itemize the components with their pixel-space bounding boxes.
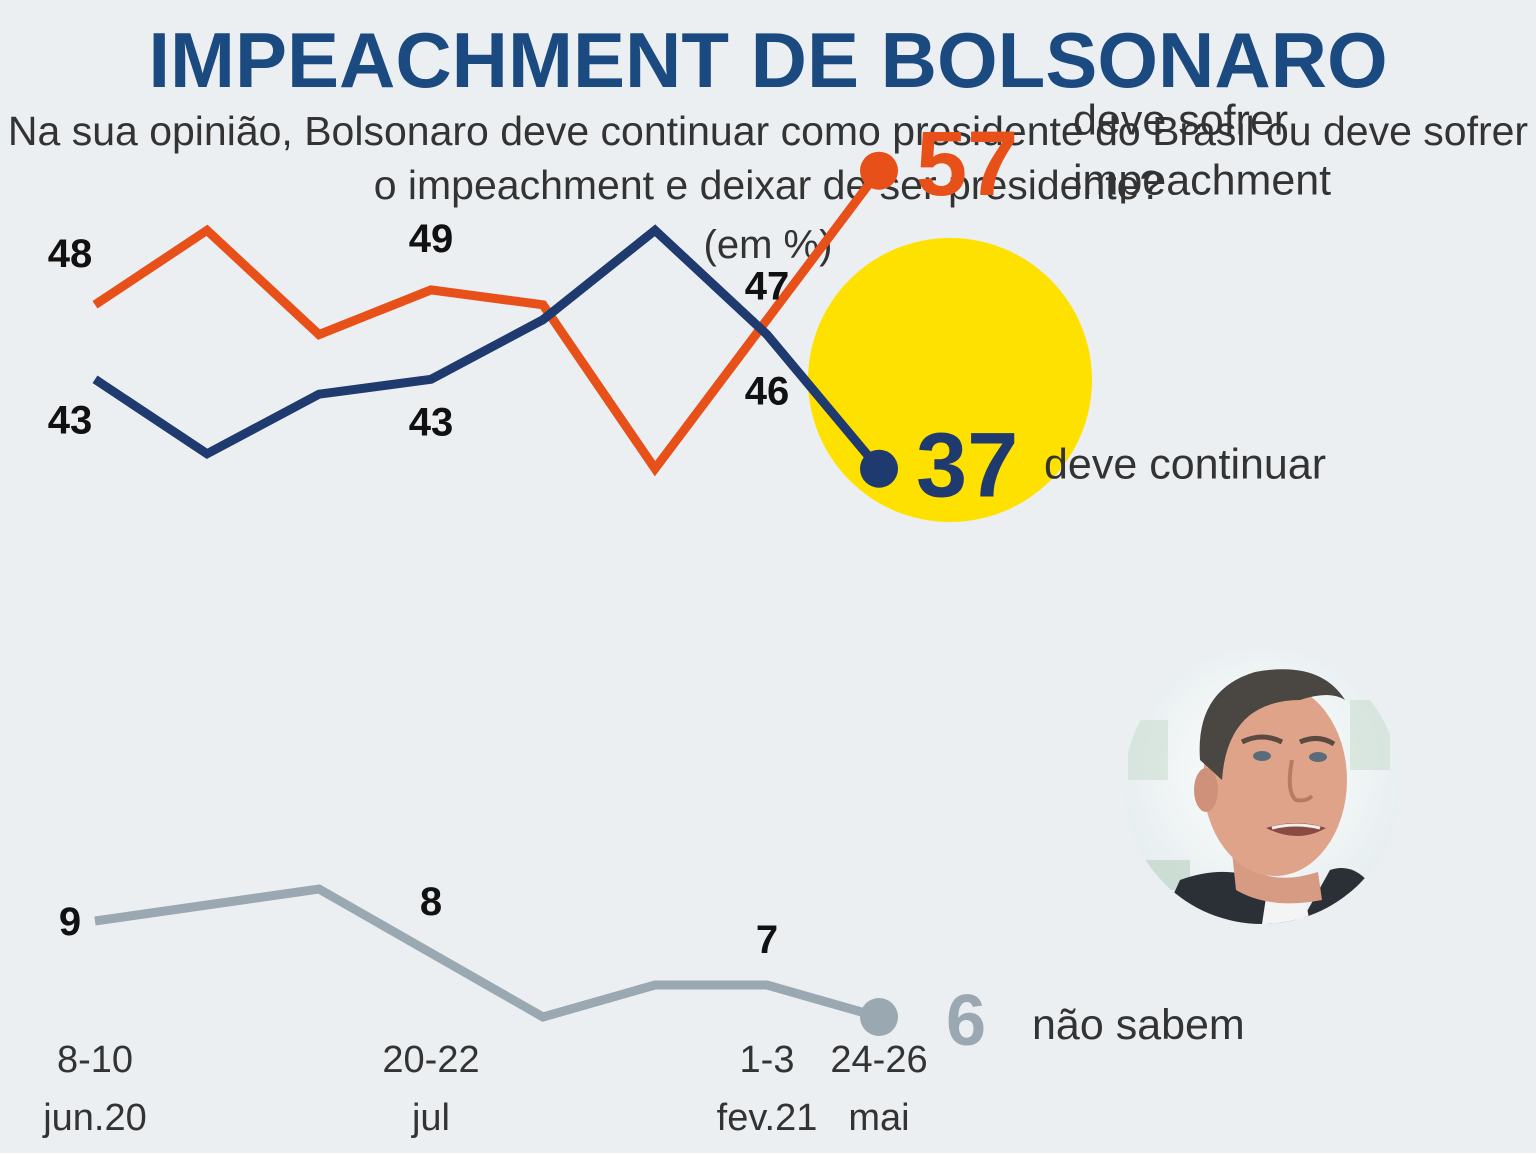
data-label-nao_sabem: 9 — [59, 900, 81, 944]
series-line-nao_sabem — [94, 884, 881, 1022]
chart-title: IMPEACHMENT DE BOLSONARO — [148, 16, 1388, 104]
data-label-impeachment: 48 — [48, 232, 93, 276]
bolsonaro-photo — [1124, 648, 1400, 924]
x-tick-label: 8-10 — [57, 1039, 133, 1081]
data-label-impeachment: 47 — [745, 265, 790, 309]
x-tick-label: 1-3 — [740, 1039, 795, 1081]
x-tick-label: 24-26 — [830, 1039, 927, 1081]
final-value-impeachment: 57 — [916, 113, 1018, 215]
data-label-continuar: 46 — [745, 370, 790, 414]
x-tick-label: 20-22 — [382, 1039, 479, 1081]
series-name-impeachment: deve sofrer — [1073, 97, 1288, 145]
chart-subtitle: Na sua opinião, Bolsonaro deve continuar… — [7, 108, 1529, 208]
series-name-impeachment-line2: impeachment — [1073, 157, 1331, 205]
x-tick-label-line2: jun.20 — [42, 1097, 147, 1139]
data-label-nao_sabem: 8 — [420, 880, 442, 924]
x-tick-label-line2: jul — [411, 1097, 450, 1139]
final-value-nao_sabem: 6 — [946, 981, 986, 1061]
end-marker-impeachment — [860, 151, 898, 190]
end-marker-continuar — [860, 449, 898, 488]
end-marker-nao_sabem — [860, 998, 898, 1036]
data-label-impeachment: 49 — [409, 217, 454, 261]
series-name-nao_sabem: não sabem — [1032, 1001, 1245, 1049]
series-line-continuar — [92, 224, 883, 472]
data-label-continuar: 43 — [409, 400, 454, 444]
series-name-continuar: deve continuar — [1044, 441, 1326, 489]
final-value-continuar: 37 — [916, 415, 1018, 517]
series-line-impeachment — [92, 167, 883, 477]
x-tick-label-line2: fev.21 — [717, 1097, 818, 1139]
data-label-continuar: 43 — [48, 398, 93, 442]
data-label-nao_sabem: 7 — [756, 918, 778, 962]
x-tick-label-line2: mai — [848, 1097, 909, 1139]
